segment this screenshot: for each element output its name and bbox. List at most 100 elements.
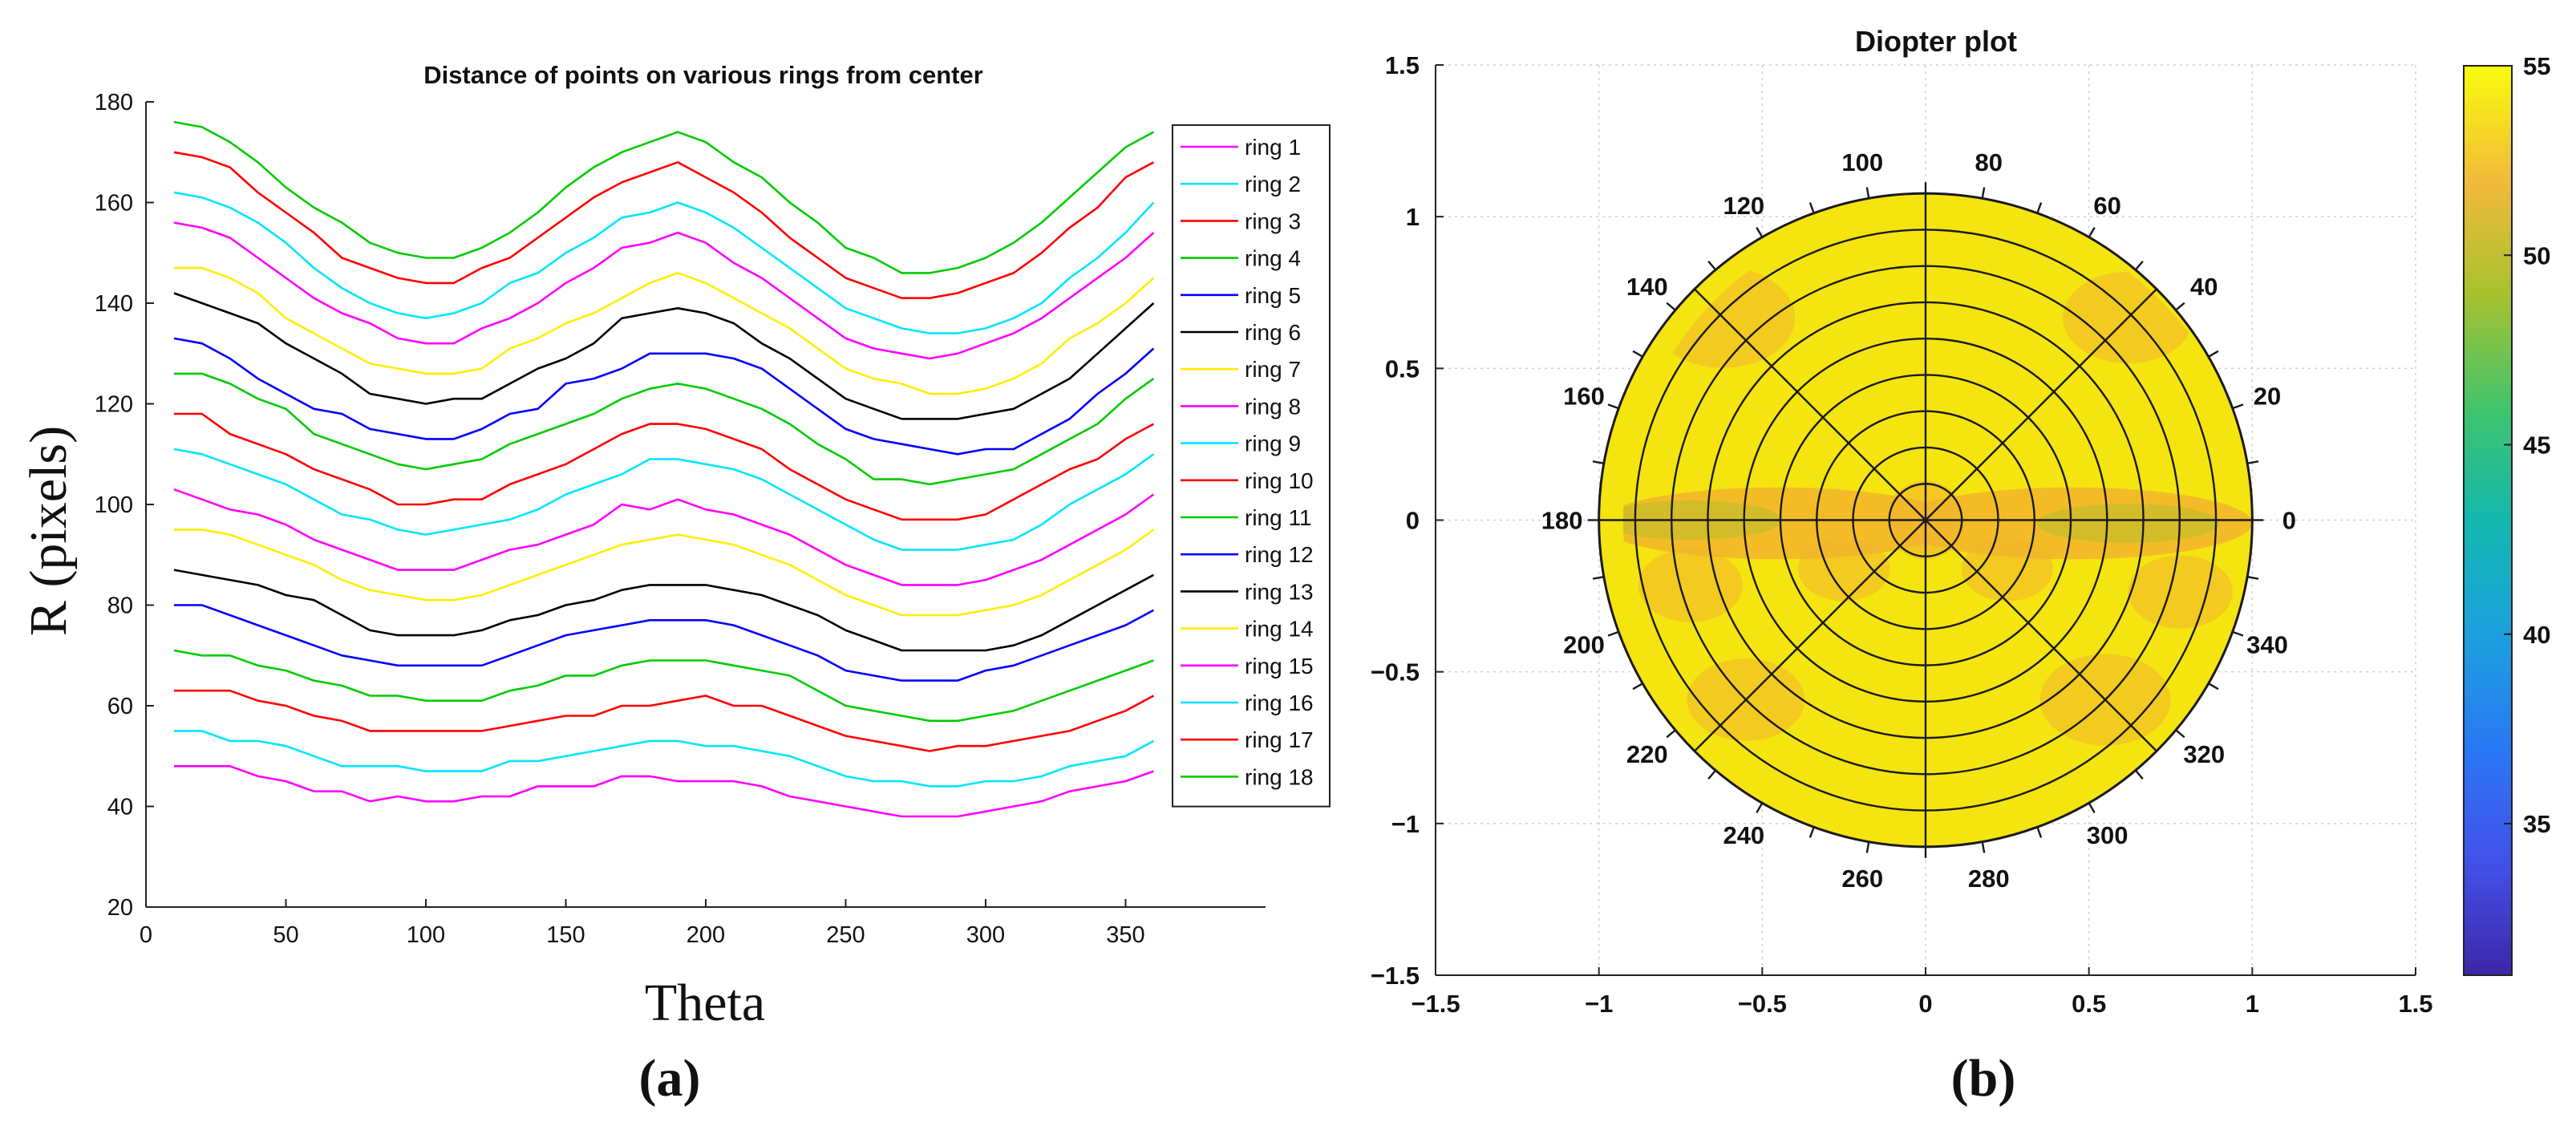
x-tick-label: 50 [273, 922, 298, 948]
y-tick-label: −0.5 [1371, 658, 1420, 687]
legend-label: ring 14 [1245, 617, 1314, 642]
series-line-ring-7 [173, 529, 1155, 617]
colorbar-tick-label: 55 [2523, 52, 2550, 80]
polar-rim-tick [2088, 227, 2096, 238]
panel-b-label: (b) [1951, 1049, 2016, 1108]
x-tick-label: −1.5 [1411, 990, 1460, 1018]
polar-rim-tick [1808, 826, 1815, 838]
x-tick-label: 100 [407, 922, 445, 948]
band-patch [1638, 549, 1743, 622]
polar-rim-tick [1666, 729, 1676, 739]
panel-a-ticks: 0 50 100 150 200 250 300 350 20 40 60 80 100 120 140 16… [95, 90, 1145, 948]
polar-rim-tick [2134, 769, 2144, 780]
panel-b-colorbar: 35 40 45 50 55 [2463, 52, 2550, 976]
angle-label: 20 [2254, 382, 2281, 410]
legend-label: ring 10 [1245, 468, 1314, 493]
polar-rim-tick [1981, 187, 1986, 199]
band-patch [2128, 555, 2233, 629]
angle-label: 40 [2190, 273, 2218, 301]
legend-label: ring 12 [1245, 542, 1314, 567]
panel-a-series [173, 120, 1155, 818]
angle-label: 220 [1626, 740, 1668, 768]
series-line-ring-9 [173, 448, 1155, 551]
angle-label: 100 [1841, 148, 1883, 176]
legend-label: ring 2 [1245, 172, 1301, 196]
series-line-ring-12 [173, 337, 1155, 456]
y-tick-label: 60 [107, 694, 133, 719]
panel-a-legend: ring 1 ring 2 ring 3 ring 4 ring 5 ring 6 ring… [1172, 124, 1331, 808]
angle-label: 300 [2087, 821, 2128, 849]
angle-label: 240 [1723, 821, 1764, 849]
y-tick-label: 160 [95, 191, 133, 217]
y-tick-label: 180 [95, 90, 133, 115]
panel-b-title: Diopter plot [1855, 25, 2017, 58]
panel-b-polar-plot: Diopter plot −1.5 −1 −0.5 0 0.5 1 1.5 −1.5 −1 −0.… [1371, 25, 2551, 1108]
angle-label: 200 [1563, 631, 1605, 659]
polar-rim-tick [1592, 576, 1605, 580]
y-tick-label: 40 [107, 795, 133, 820]
x-tick-label: 300 [966, 922, 1005, 948]
polar-rim-tick [2246, 576, 2259, 580]
colorbar-gradient [2463, 65, 2513, 976]
series-line-ring-18 [173, 120, 1155, 274]
polar-rim-tick [1632, 350, 1643, 358]
series-line-ring-15 [173, 221, 1155, 360]
panel-b-angle-labels: 0 20 40 60 80 100 120 140 160 180 200 220 240 260 280 3… [1541, 148, 2296, 893]
panel-a-line-chart: Distance of points on various rings from… [19, 61, 1331, 1108]
polar-rim-tick [1592, 460, 1605, 464]
polar-rim-tick [1607, 630, 1619, 637]
legend-label: ring 17 [1245, 727, 1314, 752]
x-tick-label: 0 [140, 922, 152, 948]
y-tick-label: 80 [107, 593, 133, 619]
polar-rim-tick [1607, 403, 1619, 410]
angle-label: 120 [1723, 192, 1764, 220]
panel-a-xlabel: Theta [645, 974, 765, 1032]
x-tick-label: −0.5 [1738, 990, 1787, 1018]
polar-rim-tick [2036, 202, 2043, 214]
legend-label: ring 3 [1245, 209, 1301, 233]
series-line-ring-5 [173, 604, 1155, 682]
legend-label: ring 4 [1245, 246, 1301, 271]
legend-label: ring 11 [1245, 505, 1312, 530]
series-line-ring-16 [173, 191, 1155, 334]
polar-rim-tick [2134, 260, 2144, 271]
angle-label: 160 [1563, 382, 1605, 410]
x-tick-label: 0 [1918, 990, 1932, 1018]
angle-label: 80 [1975, 148, 2002, 176]
polar-spoke [1694, 288, 2157, 752]
series-line-ring-2 [173, 730, 1155, 788]
series-line-ring-13 [173, 292, 1155, 420]
polar-rim-tick [1666, 302, 1676, 311]
polar-rim-tick [2208, 682, 2219, 691]
x-tick-label: 150 [546, 922, 585, 948]
x-tick-label: 1.5 [2398, 990, 2432, 1018]
polar-rim-tick [1632, 682, 1643, 691]
series-line-ring-17 [173, 151, 1155, 300]
legend-label: ring 8 [1245, 394, 1301, 419]
polar-rim-tick [2036, 826, 2043, 838]
y-tick-label: 1.5 [1385, 51, 1420, 79]
y-tick-label: 120 [95, 392, 133, 418]
series-line-ring-3 [173, 689, 1155, 752]
legend-label: ring 7 [1245, 357, 1301, 382]
polar-rim-tick [1808, 202, 1815, 214]
angle-label: 180 [1541, 507, 1583, 535]
series-line-ring-10 [173, 412, 1155, 521]
y-tick-label: 100 [95, 492, 133, 518]
y-tick-label: 0.5 [1385, 354, 1420, 383]
polar-rim-tick [1707, 769, 1717, 780]
legend-label: ring 13 [1245, 579, 1314, 604]
y-tick-label: 140 [95, 291, 133, 317]
angle-label: 60 [2093, 192, 2120, 220]
legend-label: ring 1 [1245, 135, 1301, 160]
polar-rim-tick [1981, 841, 1986, 853]
series-line-ring-4 [173, 649, 1154, 723]
x-tick-label: 0.5 [2072, 990, 2106, 1018]
series-line-ring-8 [173, 488, 1155, 586]
y-tick-label: 1 [1406, 203, 1420, 231]
angle-label: 0 [2282, 507, 2296, 535]
x-tick-label: 200 [687, 922, 725, 948]
x-tick-label: 350 [1106, 922, 1144, 948]
polar-rim-tick [2088, 802, 2096, 813]
